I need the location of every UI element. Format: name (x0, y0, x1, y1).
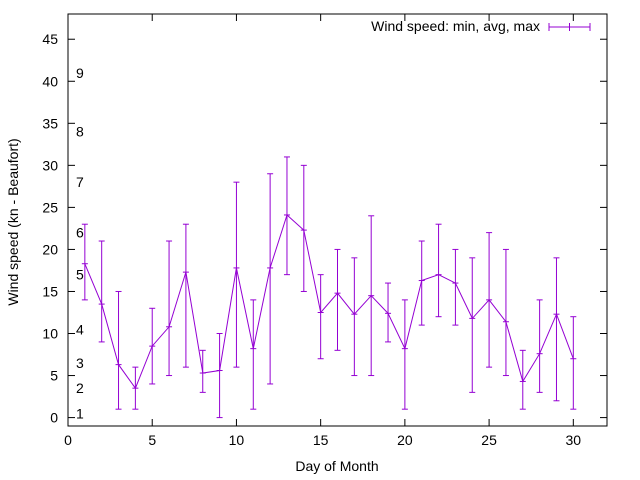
x-tick-label: 30 (566, 432, 582, 448)
x-axis-label: Day of Month (295, 458, 378, 474)
beaufort-label: 6 (76, 225, 84, 241)
y-tick-label: 20 (42, 241, 58, 257)
beaufort-label: 4 (76, 321, 84, 337)
x-tick-label: 20 (397, 432, 413, 448)
y-tick-label: 25 (42, 199, 58, 215)
y-tick-label: 0 (50, 410, 58, 426)
beaufort-label: 5 (76, 267, 84, 283)
y-tick-label: 10 (42, 326, 58, 342)
beaufort-label: 8 (76, 124, 84, 140)
beaufort-label: 3 (76, 355, 84, 371)
avg-line (84, 214, 574, 390)
x-tick-label: 15 (313, 432, 329, 448)
y-tick-label: 40 (42, 73, 58, 89)
y-tick-label: 30 (42, 157, 58, 173)
x-axis: 0 5 10 15 20 25 30 (64, 14, 581, 448)
x-tick-label: 5 (148, 432, 156, 448)
plot-frame (67, 13, 608, 427)
beaufort-label: 1 (76, 405, 84, 421)
x-tick-label: 10 (229, 432, 245, 448)
y-tick-label: 35 (42, 115, 58, 131)
y-tick-label: 45 (42, 31, 58, 47)
wind-speed-series (81, 156, 577, 419)
beaufort-label: 2 (76, 380, 84, 396)
y-axis-label: Wind speed (kn - Beaufort) (5, 138, 21, 305)
x-tick-label: 0 (64, 432, 72, 448)
beaufort-label: 7 (76, 174, 84, 190)
beaufort-scale-labels: 1 2 3 4 5 6 7 8 9 (76, 65, 84, 422)
legend-label: Wind speed: min, avg, max (371, 18, 540, 34)
beaufort-label: 9 (76, 65, 84, 81)
y-tick-label: 15 (42, 283, 58, 299)
legend: Wind speed: min, avg, max (371, 18, 591, 34)
y-tick-label: 5 (50, 368, 58, 384)
x-tick-label: 25 (481, 432, 497, 448)
